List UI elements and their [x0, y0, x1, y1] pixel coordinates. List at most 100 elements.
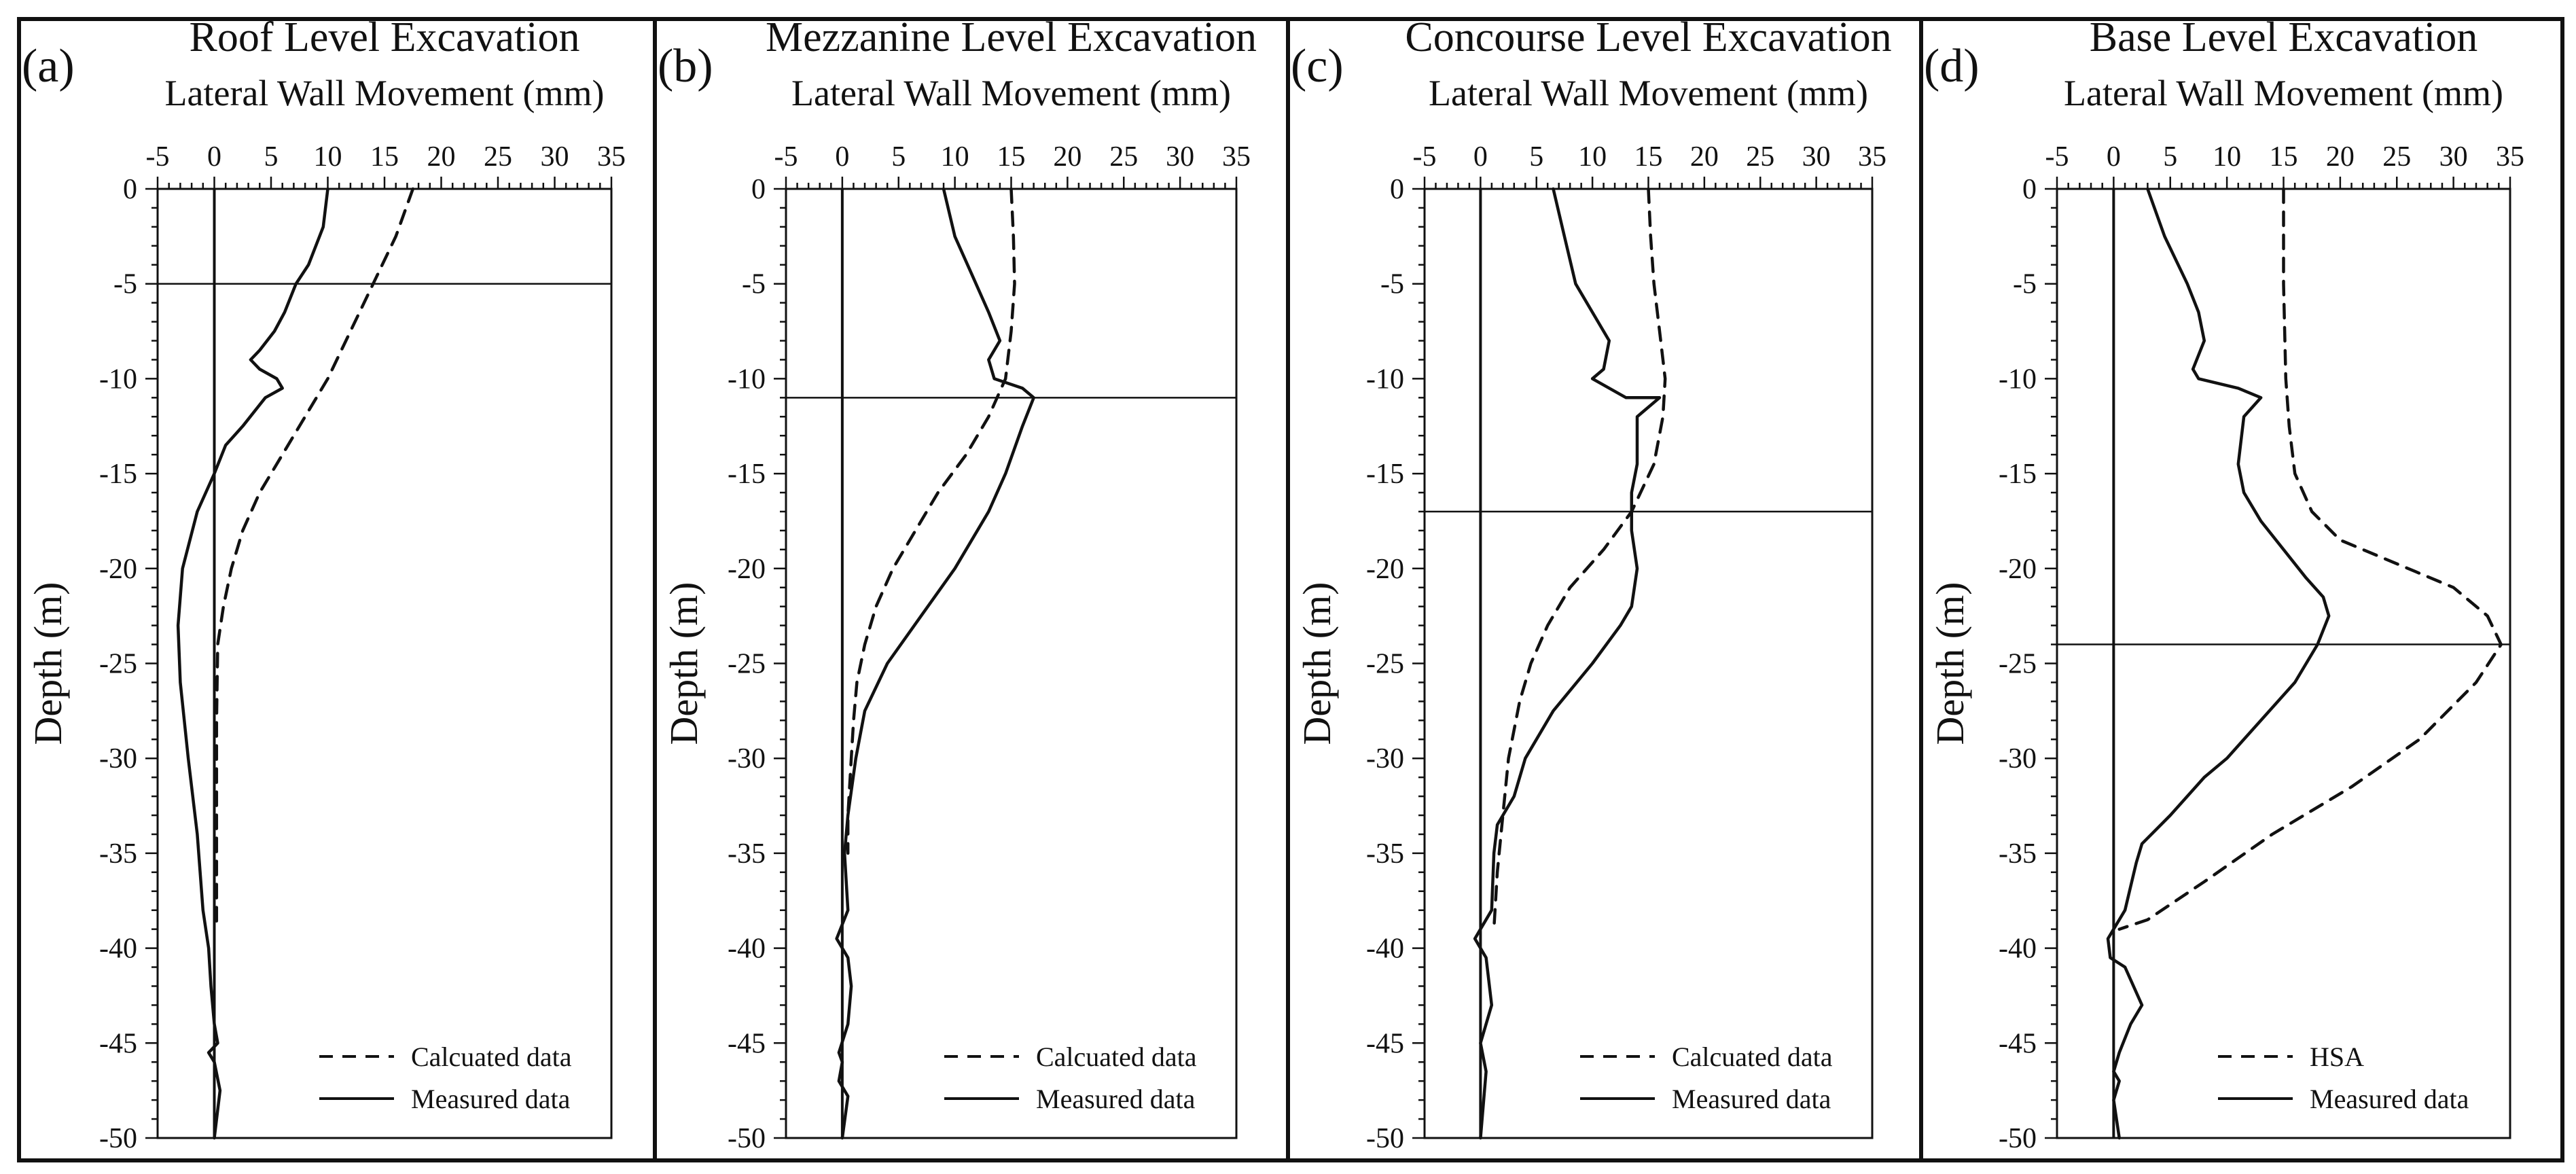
y-tick-label: -20 — [1999, 554, 2037, 585]
x-tick-label: 25 — [484, 141, 512, 173]
x-tick-label: 0 — [2107, 141, 2121, 173]
legend-label-measured: Measured data — [2310, 1084, 2469, 1114]
measured-series-line — [176, 187, 329, 1140]
x-tick-label: 35 — [1222, 141, 1251, 173]
y-tick-label: -15 — [99, 459, 137, 490]
y-tick-label: -20 — [99, 554, 137, 585]
x-tick-label: 10 — [314, 141, 342, 173]
measured-series-line — [2106, 187, 2331, 1140]
legend-label-measured: Measured data — [1672, 1084, 1831, 1114]
panel-title: Mezzanine Level Excavation — [766, 14, 1257, 60]
x-tick-label: 20 — [427, 141, 456, 173]
x-tick-label: -5 — [2045, 141, 2069, 173]
y-tick-label: -15 — [728, 459, 766, 490]
x-tick-label: -5 — [774, 141, 798, 173]
x-tick-label: 0 — [835, 141, 849, 173]
y-tick-label: -25 — [1366, 649, 1404, 680]
x-tick-label: 0 — [1473, 141, 1488, 173]
x-tick-label: 30 — [1802, 141, 1831, 173]
y-tick-label: -30 — [99, 743, 137, 775]
y-tick-label: -50 — [728, 1123, 766, 1154]
legend: Calcuated data Measured data — [944, 1042, 1197, 1114]
y-tick-label: 0 — [123, 174, 137, 205]
x-axis-label: Lateral Wall Movement (mm) — [2064, 73, 2503, 113]
calculated-series-line — [1492, 187, 1667, 931]
y-tick-label: -50 — [99, 1123, 137, 1154]
y-tick-label: -45 — [1999, 1028, 2037, 1059]
x-tick-label: 5 — [264, 141, 279, 173]
y-tick-label: -35 — [1999, 838, 2037, 870]
y-tick-label: -20 — [728, 554, 766, 585]
x-axis-label: Lateral Wall Movement (mm) — [791, 73, 1231, 113]
panel-title: Concourse Level Excavation — [1405, 14, 1891, 60]
panel-letter: (a) — [22, 40, 75, 92]
panel-letter: (d) — [1924, 40, 1980, 92]
x-tick-label: 30 — [1166, 141, 1194, 173]
y-tick-label: -30 — [1366, 743, 1404, 775]
legend: Calcuated data Measured data — [319, 1042, 572, 1114]
y-axis-label: Depth (m) — [26, 582, 70, 745]
panel-frame — [1919, 17, 2564, 1162]
legend-label-calculated: Calcuated data — [411, 1042, 572, 1072]
panel-a: (a) Roof Level Excavation Lateral Wall Mov… — [17, 14, 657, 1162]
x-tick-label: 15 — [997, 141, 1026, 173]
x-tick-label: 5 — [891, 141, 906, 173]
panel-c: (c) Concourse Level Excavation Lateral Wal… — [1286, 14, 1923, 1162]
x-tick-label: 5 — [2163, 141, 2177, 173]
y-tick-label: 0 — [2022, 174, 2037, 205]
y-tick-label: -10 — [1366, 363, 1404, 395]
calculated-series-line — [846, 187, 1016, 855]
x-tick-label: 15 — [2270, 141, 2298, 173]
y-tick-label: -5 — [2013, 269, 2037, 300]
x-tick-label: 35 — [2496, 141, 2524, 173]
y-tick-label: -5 — [113, 269, 137, 300]
y-tick-label: -15 — [1366, 459, 1404, 490]
x-tick-label: 15 — [1634, 141, 1663, 173]
y-axis-label: Depth (m) — [1928, 582, 1972, 745]
y-tick-label: -45 — [1366, 1028, 1404, 1059]
y-tick-label: 0 — [1390, 174, 1404, 205]
x-tick-label: 5 — [1529, 141, 1543, 173]
y-tick-label: -50 — [1366, 1123, 1404, 1154]
calculated-series-line — [215, 187, 415, 931]
x-tick-label: 10 — [1578, 141, 1607, 173]
x-tick-label: 10 — [2213, 141, 2241, 173]
panel-title: Base Level Excavation — [2090, 14, 2478, 60]
panel-d: (d) Base Level Excavation Lateral Wall Mov… — [1919, 14, 2564, 1162]
legend-label-calculated: HSA — [2310, 1042, 2364, 1072]
x-axis-label: Lateral Wall Movement (mm) — [1429, 73, 1868, 113]
x-tick-label: 30 — [541, 141, 569, 173]
panel-letter: (c) — [1291, 40, 1344, 92]
y-tick-label: -40 — [1999, 933, 2037, 965]
x-tick-label: -5 — [146, 141, 170, 173]
x-tick-label: 20 — [2326, 141, 2355, 173]
x-tick-label: 10 — [941, 141, 969, 173]
y-tick-label: -10 — [728, 363, 766, 395]
x-tick-label: 25 — [1746, 141, 1774, 173]
y-tick-label: -10 — [99, 363, 137, 395]
x-tick-label: 25 — [1109, 141, 1138, 173]
x-tick-label: 0 — [207, 141, 221, 173]
y-tick-label: -25 — [728, 649, 766, 680]
y-tick-label: -35 — [1366, 838, 1404, 870]
y-tick-label: -45 — [728, 1028, 766, 1059]
x-tick-label: 35 — [597, 141, 626, 173]
x-tick-label: 20 — [1690, 141, 1719, 173]
legend-label-measured: Measured data — [1036, 1084, 1196, 1114]
x-tick-label: 35 — [1858, 141, 1886, 173]
calculated-series-line — [2117, 187, 2503, 931]
y-tick-label: -10 — [1999, 363, 2037, 395]
y-tick-label: -25 — [1999, 649, 2037, 680]
x-tick-label: 15 — [370, 141, 399, 173]
x-axis-label: Lateral Wall Movement (mm) — [165, 73, 605, 113]
y-tick-label: -35 — [728, 838, 766, 870]
legend-label-calculated: Calcuated data — [1672, 1042, 1833, 1072]
y-tick-label: -35 — [99, 838, 137, 870]
y-tick-label: 0 — [751, 174, 766, 205]
y-tick-label: -30 — [728, 743, 766, 775]
panel-letter: (b) — [658, 40, 713, 92]
y-tick-label: -20 — [1366, 554, 1404, 585]
x-tick-label: 25 — [2382, 141, 2411, 173]
measured-series-line — [835, 187, 1035, 1140]
